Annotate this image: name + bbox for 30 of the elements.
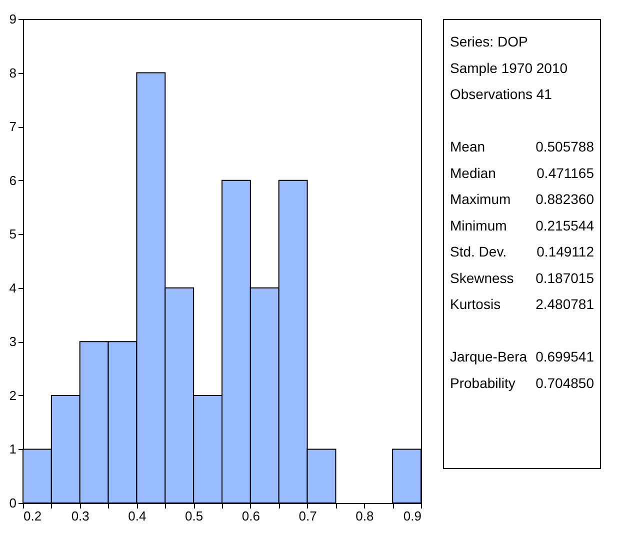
y-tick-label: 2 (9, 388, 16, 403)
x-tick-label: 0.6 (242, 508, 260, 524)
y-tick-label: 8 (9, 65, 16, 80)
x-tick-label: 0.3 (71, 508, 90, 524)
text: Std. Dev. 0.149112 (450, 244, 594, 260)
y-tick-label: 7 (9, 119, 16, 134)
text: Sample 1970 2010 (450, 60, 568, 76)
text: Probability 0.704850 (450, 374, 594, 391)
y-tick-label: 4 (9, 280, 16, 296)
x-tick-label: 0.7 (298, 508, 317, 524)
text: Observations 41 (450, 86, 552, 102)
text: Jarque-Bera 0.699541 (450, 348, 594, 365)
x-tick-label: 0.2 (24, 508, 42, 524)
y-tick-label: 1 (9, 442, 16, 457)
x-tick-label: 0.4 (128, 508, 146, 524)
y-tick-label: 9 (9, 12, 16, 26)
text: Minimum 0.215544 (450, 217, 594, 234)
y-tick-label: 3 (9, 334, 16, 350)
y-tick-label: 5 (9, 226, 16, 242)
text: Series: DOP (450, 34, 528, 50)
text: Kurtosis 2.480781 (450, 296, 594, 312)
y-tick-label: 6 (9, 172, 16, 188)
x-tick-label: 0.9 (403, 508, 422, 524)
x-tick-label: 0.5 (185, 508, 204, 524)
text: Maximum 0.882360 (450, 191, 594, 208)
y-tick-label: 0 (9, 496, 16, 510)
text: Skewness 0.187015 (450, 270, 594, 286)
text: Mean 0.505788 (450, 138, 594, 155)
text: Median 0.471165 (450, 164, 594, 181)
x-tick-label: 0.8 (356, 508, 374, 524)
